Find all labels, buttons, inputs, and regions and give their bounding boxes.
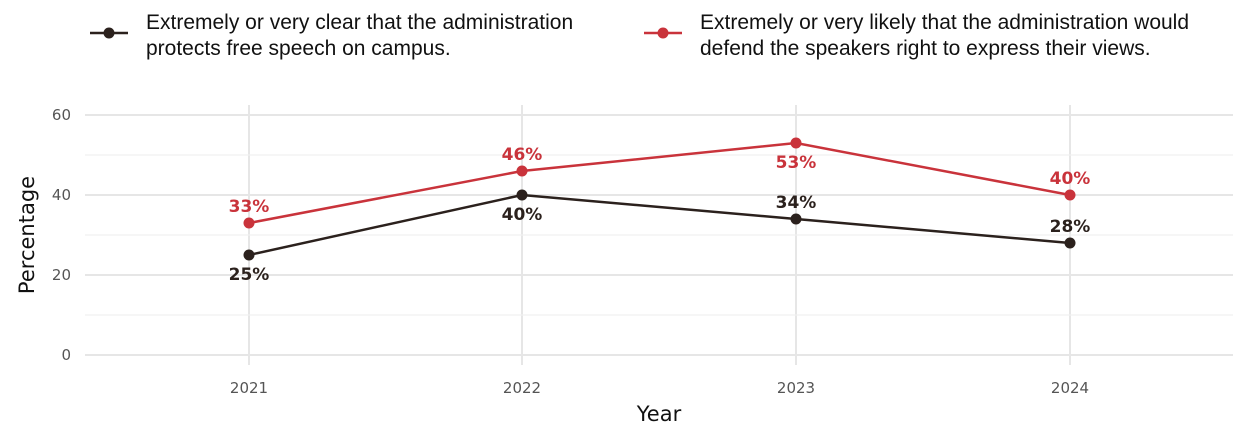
data-point [790, 137, 802, 149]
data-point [1064, 189, 1076, 201]
data-point [516, 189, 528, 201]
y-axis-title: Percentage [15, 176, 39, 294]
data-point [790, 213, 802, 225]
y-tick-label: 0 [61, 346, 71, 364]
x-tick-label: 2022 [503, 379, 541, 397]
data-label: 34% [776, 193, 817, 213]
data-point [243, 249, 255, 261]
series-lines [243, 137, 1076, 261]
y-tick-label: 60 [52, 106, 71, 124]
data-label: 40% [502, 205, 543, 225]
legend-label-likely-defend: Extremely or very likely that the admini… [700, 11, 1190, 60]
data-label: 53% [776, 153, 817, 173]
legend-swatch-likely-defend [644, 27, 682, 39]
data-label: 46% [502, 145, 543, 165]
series-line-0 [248, 193, 1071, 257]
axis-ticks: 0 20 40 60 2021 2022 2023 2024 [52, 106, 1089, 397]
data-point [516, 165, 528, 177]
data-point [243, 217, 255, 229]
legend-swatch-dot [657, 27, 669, 39]
y-tick-label: 20 [52, 266, 71, 284]
legend-swatch-dot [103, 27, 115, 39]
x-tick-label: 2023 [777, 379, 815, 397]
data-point [1064, 237, 1076, 249]
data-labels: 25% 40% 34% 28% 33% 46% 53% 40% [229, 145, 1091, 285]
grid-lines [85, 105, 1233, 365]
series-line-1 [248, 141, 1071, 225]
legend: Extremely or very clear that the adminis… [0, 0, 1257, 80]
x-axis-title: Year [636, 402, 682, 426]
data-label: 33% [229, 197, 270, 217]
data-label: 40% [1050, 169, 1091, 189]
x-tick-label: 2024 [1051, 379, 1089, 397]
data-label: 25% [229, 265, 270, 285]
legend-label-clear-protects: Extremely or very clear that the adminis… [146, 11, 574, 60]
data-label: 28% [1050, 217, 1091, 237]
legend-swatch-clear-protects [90, 27, 128, 39]
y-tick-label: 40 [52, 186, 71, 204]
x-tick-label: 2021 [230, 379, 268, 397]
